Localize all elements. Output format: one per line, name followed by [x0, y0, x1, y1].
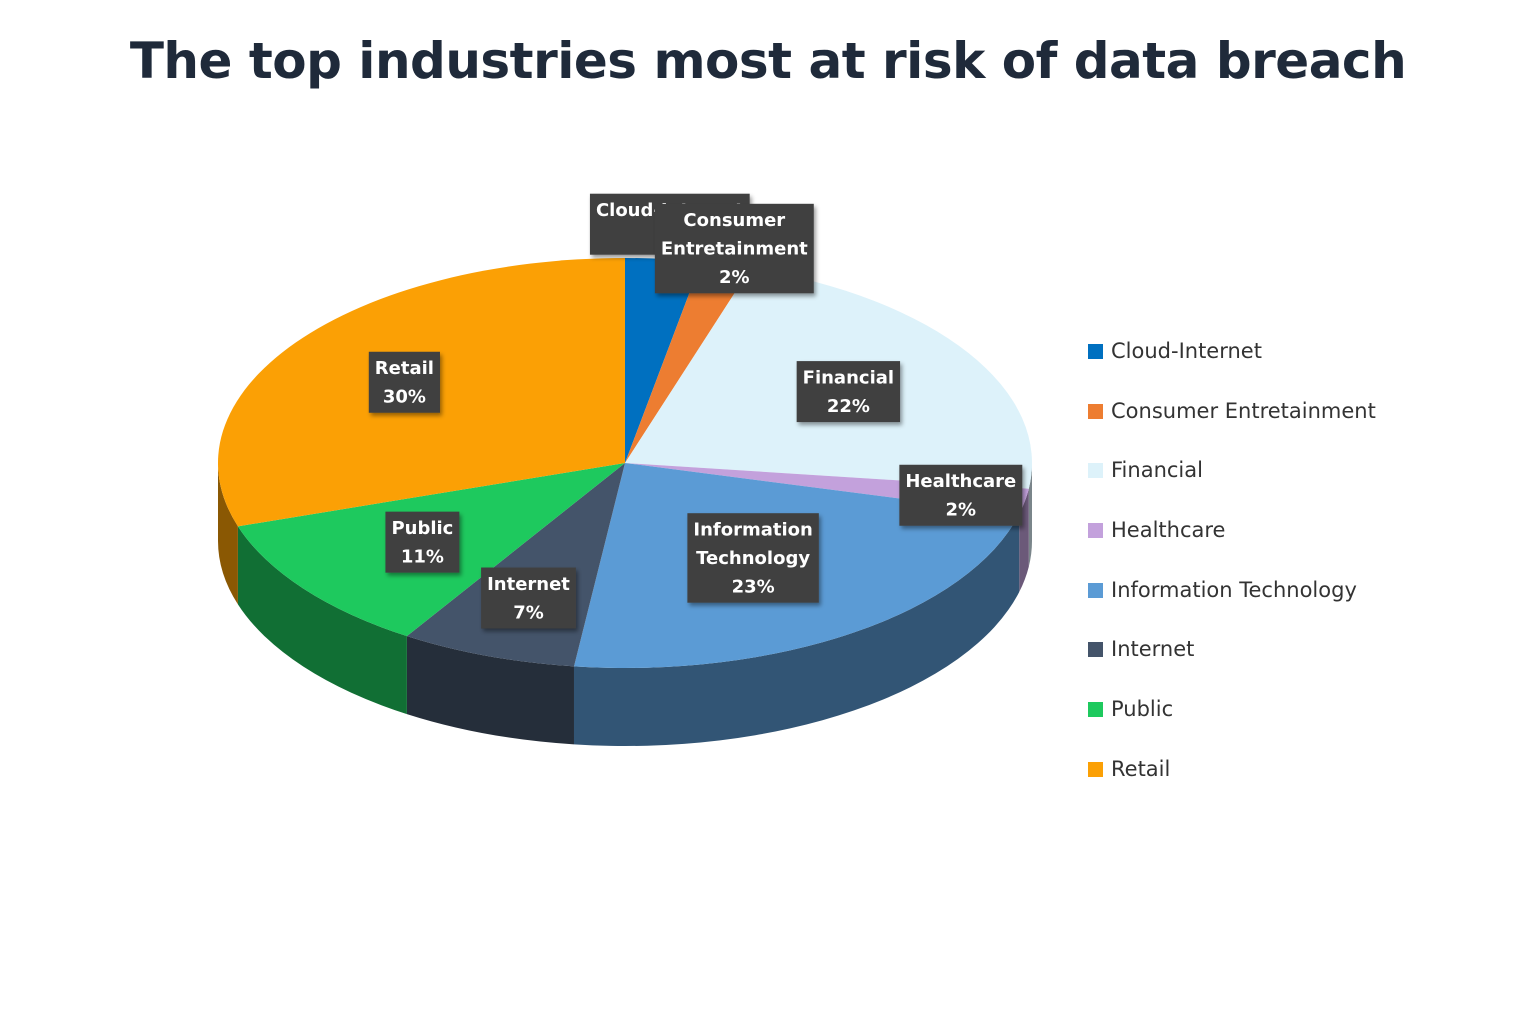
data-label-line: Financial: [803, 367, 894, 388]
legend-swatch: [1088, 344, 1103, 359]
data-label-box: [654, 203, 814, 294]
data-label-line: Retail: [375, 358, 434, 379]
pie-top-face: [217, 258, 1032, 668]
legend-label: Retail: [1111, 756, 1171, 781]
data-label-box: [368, 351, 440, 413]
data-label-information-technology: Information Technology 23%: [687, 513, 819, 603]
data-label-line: Consumer: [683, 210, 785, 231]
data-label-consumer-entretainment: Consumer Entretainment 2%: [654, 203, 814, 294]
legend-swatch: [1088, 523, 1103, 539]
data-label-box: [899, 464, 1023, 526]
pie-side-public: [237, 526, 407, 715]
legend-label: Financial: [1111, 458, 1203, 483]
legend-label: Information Technology: [1111, 577, 1357, 602]
legend-swatch: [1088, 642, 1103, 658]
data-label-line: 11%: [401, 546, 444, 567]
data-label-line: 2%: [719, 267, 750, 288]
data-label-public: Public 11%: [385, 511, 460, 573]
legend-item-public: Public: [1088, 694, 1508, 754]
legend-label: Consumer Entretainment: [1111, 398, 1376, 423]
data-label-internet: Internet 7%: [481, 567, 576, 629]
legend-item-financial: Financial: [1088, 455, 1508, 515]
data-label-line: 30%: [383, 387, 426, 408]
legend-item-internet: Internet: [1088, 634, 1508, 694]
data-label-line: Technology: [696, 548, 810, 569]
data-label-line: Internet: [487, 574, 570, 595]
legend-swatch: [1088, 463, 1103, 479]
legend-item-cloud-internet: Cloud-Internet: [1088, 336, 1508, 396]
legend-swatch: [1088, 582, 1103, 598]
data-label-line: 2%: [946, 500, 977, 521]
pie-side-information-technology: [573, 513, 1020, 746]
legend-label: Cloud-Internet: [1111, 339, 1262, 363]
legend-label: Public: [1111, 697, 1174, 722]
pie-side-internet: [406, 636, 574, 745]
pie-side-financial: [1028, 463, 1032, 567]
data-label-box: [385, 511, 460, 573]
data-label-line: Entretainment: [661, 239, 808, 260]
data-label-line: 23%: [732, 576, 775, 597]
data-label-box: [687, 513, 819, 603]
legend-item-retail: Retail: [1088, 754, 1508, 814]
data-label-line: Information: [693, 519, 812, 540]
legend-swatch: [1088, 403, 1103, 419]
data-label-retail: Retail 30%: [368, 351, 440, 413]
legend: Cloud-Internet Consumer Entretainment Fina…: [1088, 336, 1508, 814]
legend-swatch: [1088, 702, 1103, 718]
pie-slice-consumer-entretainment: [625, 261, 751, 463]
legend-item-information-technology: Information Technology: [1088, 575, 1508, 635]
data-label-financial: Financial 22%: [796, 361, 901, 423]
data-label-healthcare: Healthcare 2%: [899, 464, 1023, 526]
data-label-line: 7%: [513, 602, 544, 623]
legend-item-healthcare: Healthcare: [1088, 515, 1508, 575]
data-label-line: Healthcare: [905, 471, 1016, 492]
legend-swatch: [1088, 761, 1103, 777]
data-labels: Cloud-Internet3%ConsumerEntretainment2%F…: [368, 193, 1023, 629]
legend-item-consumer-entretainment: Consumer Entretainment: [1088, 396, 1508, 456]
legend-label: Internet: [1111, 637, 1195, 662]
pie-slice-cloud-internet: [625, 258, 702, 463]
data-label-box: [796, 361, 901, 423]
data-label-line: 22%: [827, 396, 870, 417]
data-label-box: [481, 567, 576, 629]
legend-label: Healthcare: [1111, 518, 1226, 543]
chart-title: The top industries most at risk of data …: [129, 32, 1407, 90]
data-label-line: Public: [391, 518, 453, 539]
pie-side-retail: [218, 463, 238, 605]
